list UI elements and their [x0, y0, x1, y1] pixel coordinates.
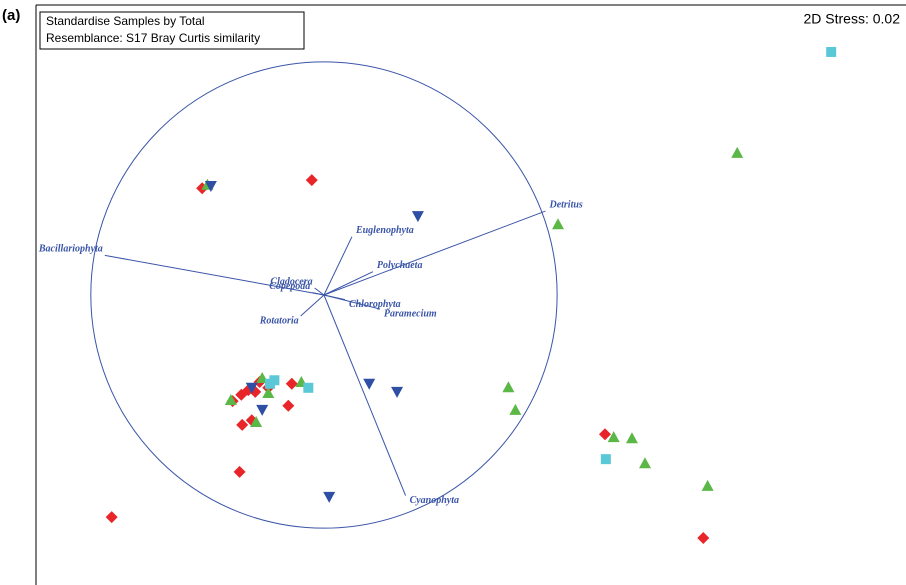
point	[305, 174, 318, 187]
point	[598, 428, 611, 441]
vector-label: Rotatoria	[259, 315, 299, 326]
point	[509, 403, 522, 415]
vector-label: Bacillariophyta	[38, 244, 103, 255]
vector	[314, 287, 325, 296]
vector	[300, 294, 325, 317]
vector-label: Detritus	[548, 199, 582, 210]
point	[600, 454, 611, 465]
point	[269, 375, 280, 386]
point	[245, 382, 258, 394]
note-box	[39, 11, 305, 50]
vector	[323, 271, 374, 296]
point	[285, 377, 298, 390]
panel-label: (a)	[2, 7, 20, 24]
vector	[104, 254, 325, 296]
vector-label: Cladocera	[270, 276, 312, 287]
vector-label: Copepoda	[269, 281, 310, 292]
vector	[323, 294, 381, 310]
correlation-circle	[90, 61, 558, 529]
point	[204, 180, 217, 192]
point	[607, 431, 620, 443]
point	[245, 414, 258, 427]
point	[411, 211, 424, 223]
vector-label: Chlorophyta	[349, 299, 401, 310]
note: Resemblance: S17 Bray Curtis similarity	[46, 31, 260, 45]
point	[256, 404, 269, 416]
point	[363, 378, 376, 390]
point	[552, 218, 564, 230]
vector	[323, 294, 407, 496]
point	[236, 418, 249, 431]
point	[701, 479, 714, 491]
stress-label: 2D Stress: 0.02	[804, 11, 901, 27]
vector	[323, 210, 546, 296]
note: Standardise Samples by Total	[46, 14, 205, 28]
point	[250, 416, 263, 428]
point	[625, 432, 638, 444]
point	[282, 399, 295, 412]
vector-label: Cyanophyta	[410, 495, 459, 506]
point	[233, 465, 246, 478]
point	[105, 511, 118, 524]
point	[262, 387, 275, 399]
point	[323, 491, 336, 503]
point	[224, 393, 237, 405]
vector-label: Euglenophyta	[355, 225, 414, 236]
point	[391, 386, 404, 398]
point	[639, 457, 651, 469]
point	[826, 46, 837, 57]
point	[502, 381, 515, 393]
vector-label: Polychaeta	[377, 260, 423, 271]
point	[731, 146, 744, 158]
point	[697, 532, 710, 545]
vector	[323, 236, 353, 296]
vector-label: Paramecium	[384, 308, 437, 319]
point	[303, 382, 314, 393]
vector	[312, 292, 325, 296]
